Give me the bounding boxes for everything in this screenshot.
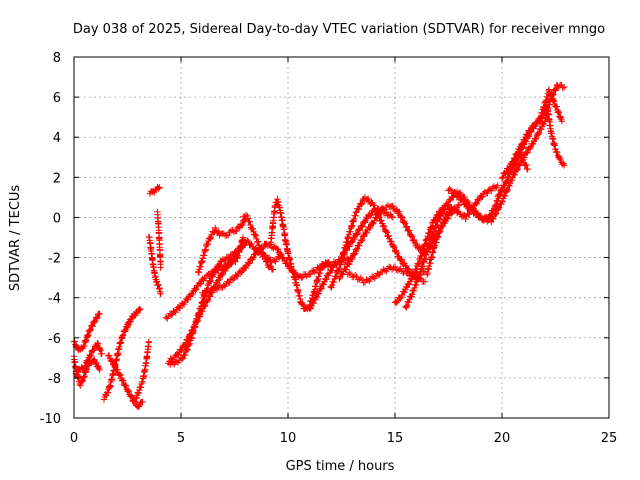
y-tick-labels: -10 -8 -6 -4 -2 0 2 4 6 8	[40, 51, 61, 427]
data-point-markers	[146, 183, 163, 197]
series-track-8	[145, 233, 164, 297]
data-point-markers	[194, 216, 249, 276]
y-tick-label: 4	[53, 131, 61, 146]
x-axis-label: GPS time / hours	[286, 459, 395, 474]
series-track-3	[72, 339, 105, 378]
series-track-5	[105, 352, 146, 411]
y-tick-label: -10	[40, 412, 61, 427]
x-tick-label: 10	[280, 431, 297, 446]
axis-ticks	[73, 56, 610, 419]
plot-frame	[73, 56, 610, 419]
y-tick-label: -4	[48, 292, 61, 307]
y-tick-label: -8	[48, 372, 61, 387]
data-point-markers	[132, 338, 153, 402]
x-tick-label: 20	[494, 431, 511, 446]
y-tick-label: -6	[48, 332, 61, 347]
series-track-19	[327, 193, 429, 291]
data-point-markers	[145, 233, 164, 297]
grid	[74, 57, 609, 418]
data-point-markers	[72, 339, 105, 378]
x-tick-label: 0	[70, 431, 78, 446]
series-track-16	[239, 212, 277, 273]
y-tick-label: 6	[53, 91, 61, 106]
series-track-9	[146, 183, 163, 197]
data-point-markers	[124, 305, 144, 329]
series-track-14	[194, 216, 249, 276]
data-points	[70, 81, 568, 411]
series-track-17	[267, 195, 334, 313]
data-point-markers	[154, 208, 164, 271]
data-point-markers	[239, 212, 277, 273]
series-track-24	[423, 182, 501, 278]
x-tick-label: 5	[177, 431, 185, 446]
y-tick-label: 0	[53, 211, 61, 226]
series-track-7	[132, 338, 153, 402]
x-tick-labels: 0 5 10 15 20 25	[70, 431, 617, 446]
data-point-markers	[423, 182, 501, 278]
series-track-28	[498, 150, 531, 182]
y-tick-label: 2	[53, 171, 61, 186]
chart-title: Day 038 of 2025, Sidereal Day-to-day VTE…	[73, 22, 605, 37]
data-point-markers	[105, 352, 146, 411]
series-track-10	[154, 208, 164, 271]
data-point-markers	[498, 150, 531, 182]
y-tick-label: -2	[48, 252, 61, 267]
y-tick-label: 8	[53, 51, 61, 66]
x-tick-label: 25	[601, 431, 618, 446]
series-track-6	[124, 305, 144, 329]
x-tick-label: 15	[387, 431, 404, 446]
data-point-markers	[267, 195, 334, 313]
data-point-markers	[327, 193, 429, 291]
y-axis-label: SDTVAR / TECUs	[8, 185, 23, 292]
